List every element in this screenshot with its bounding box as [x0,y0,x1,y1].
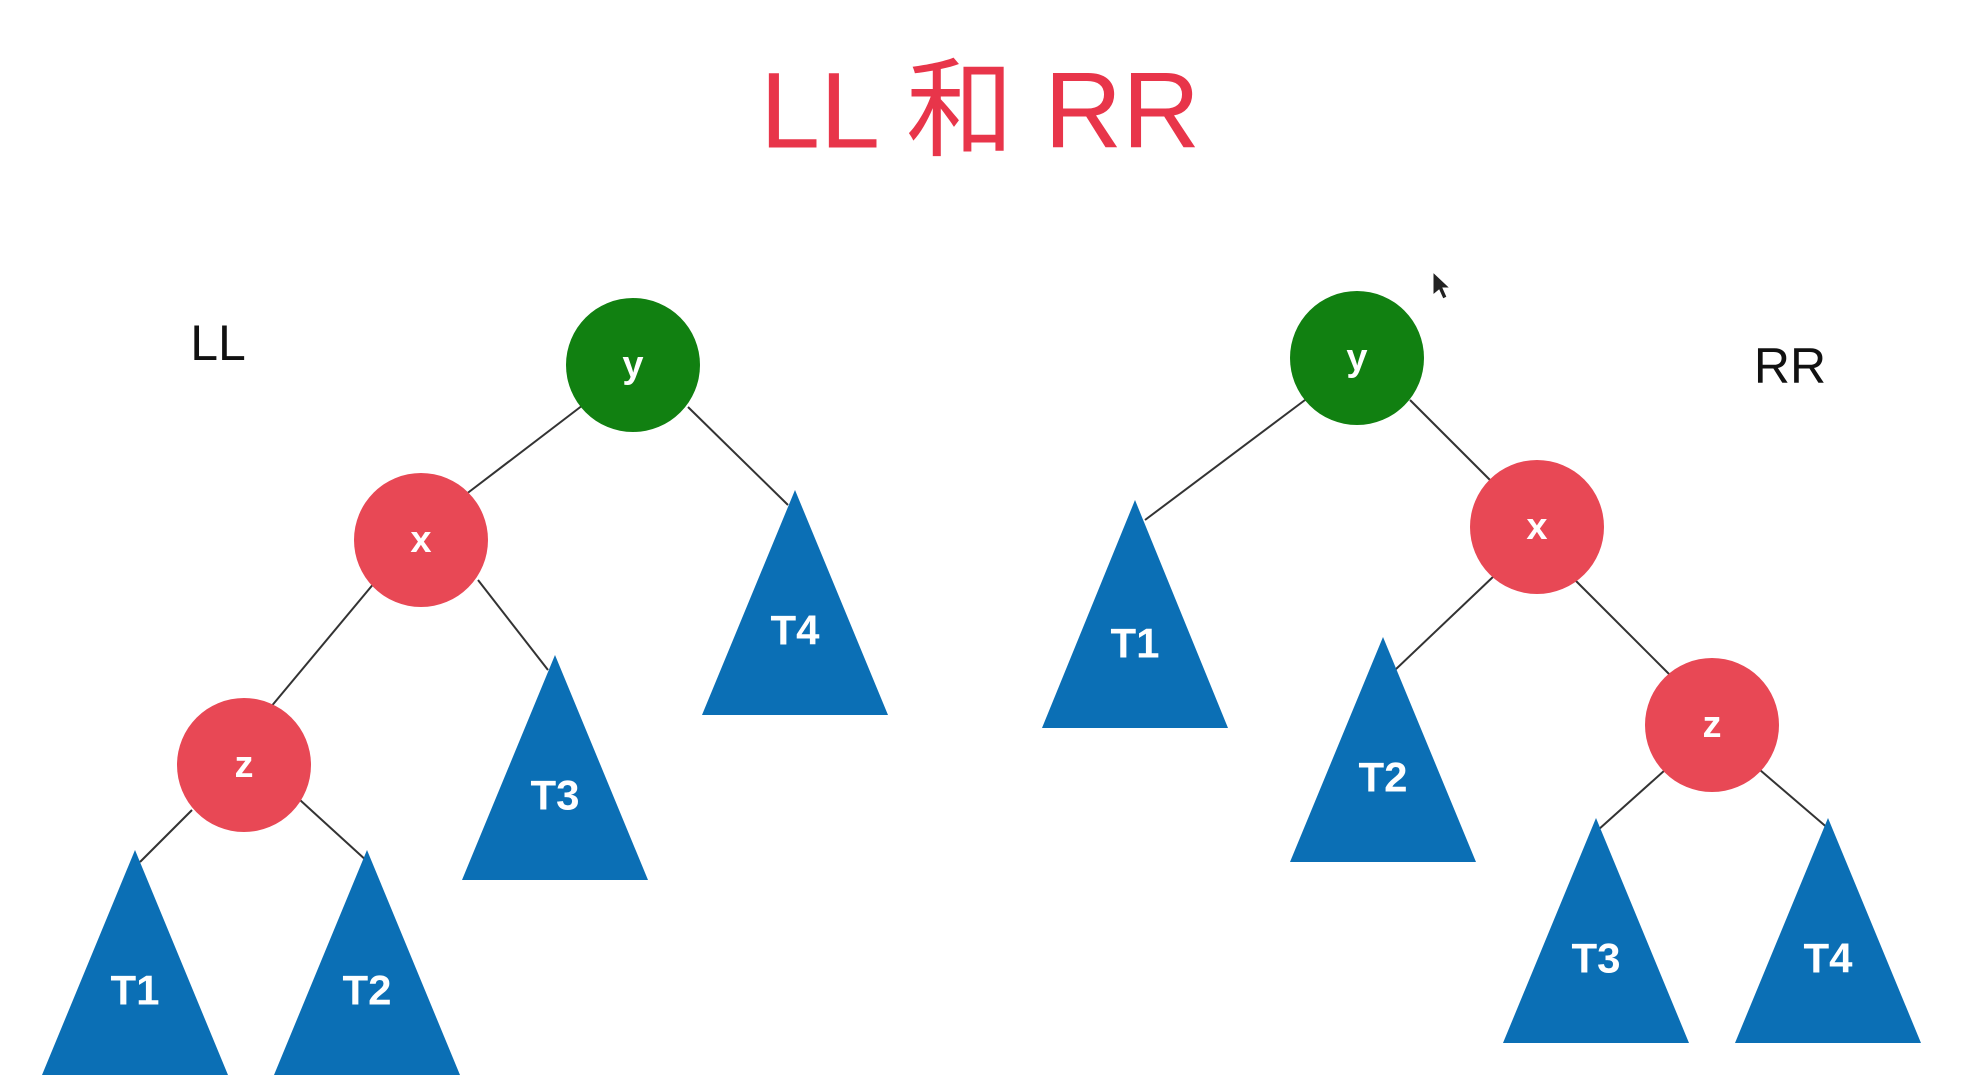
rr-subtree-t4: T4 [1735,818,1921,1043]
rr-node-y: y [1290,291,1424,425]
ll-subtree-t2-triangle [274,850,460,1075]
ll-node-x-circle [354,473,488,607]
rr-subtree-t4-triangle [1735,818,1921,1043]
ll-node-y: y [566,298,700,432]
ll-subtree-t4-label: T4 [770,607,820,654]
ll-node-y-label: y [622,344,643,386]
rr-tree: RR T1 T2 T3 T4 y x [1042,291,1921,1043]
rr-node-z-label: z [1703,704,1722,746]
ll-edge-x-z [269,581,376,709]
rr-node-y-label: y [1346,337,1367,379]
ll-subtree-t2-label: T2 [342,967,391,1014]
rr-edge-z-t3 [1597,769,1666,831]
ll-subtree-t3: T3 [462,655,648,880]
rr-node-y-circle [1290,291,1424,425]
mouse-cursor-icon [1432,270,1452,300]
rr-node-z-circle [1645,658,1779,792]
rr-edge-z-t4 [1759,769,1831,831]
ll-node-x: x [354,473,488,607]
ll-edge-y-t4 [687,406,789,506]
rr-subtree-t3-triangle [1503,818,1689,1043]
ll-label: LL [190,315,246,371]
ll-node-x-label: x [410,519,431,561]
rr-subtree-t3-label: T3 [1571,935,1620,982]
rr-edge-y-x [1409,399,1491,481]
rr-edge-y-t1 [1144,399,1306,521]
rr-edge-x-t2 [1394,574,1496,671]
rr-label: RR [1754,338,1826,394]
page-title: LL 和 RR [760,50,1200,171]
ll-tree: LL T4 T3 T1 T2 y x [42,298,888,1075]
ll-subtree-t1: T1 [42,850,228,1075]
ll-node-z: z [177,698,311,832]
ll-node-z-label: z [235,744,254,786]
rr-subtree-t1-label: T1 [1110,620,1159,667]
rr-subtree-t2: T2 [1290,637,1476,862]
ll-edge-y-x [464,404,584,496]
rr-subtree-t3: T3 [1503,818,1689,1043]
rr-subtree-t2-triangle [1290,637,1476,862]
rr-subtree-t1: T1 [1042,500,1228,728]
ll-subtree-t3-triangle [462,655,648,880]
ll-edge-x-t3 [477,579,549,671]
ll-subtree-t4-triangle [702,490,888,715]
ll-subtree-t4: T4 [702,490,888,715]
rr-node-x: x [1470,460,1604,594]
ll-subtree-t1-label: T1 [110,967,159,1014]
ll-node-y-circle [566,298,700,432]
ll-subtree-t2: T2 [274,850,460,1075]
ll-edge-z-t2 [299,799,369,863]
rr-node-x-circle [1470,460,1604,594]
rr-node-x-label: x [1526,506,1547,548]
ll-edge-z-t1 [139,809,193,863]
rr-node-z: z [1645,658,1779,792]
rr-subtree-t2-label: T2 [1358,754,1407,801]
rr-subtree-t1-triangle [1042,500,1228,728]
ll-subtree-t3-label: T3 [530,772,579,819]
ll-node-z-circle [177,698,311,832]
rr-edge-x-z [1574,579,1671,676]
ll-subtree-t1-triangle [42,850,228,1075]
rr-subtree-t4-label: T4 [1803,935,1853,982]
